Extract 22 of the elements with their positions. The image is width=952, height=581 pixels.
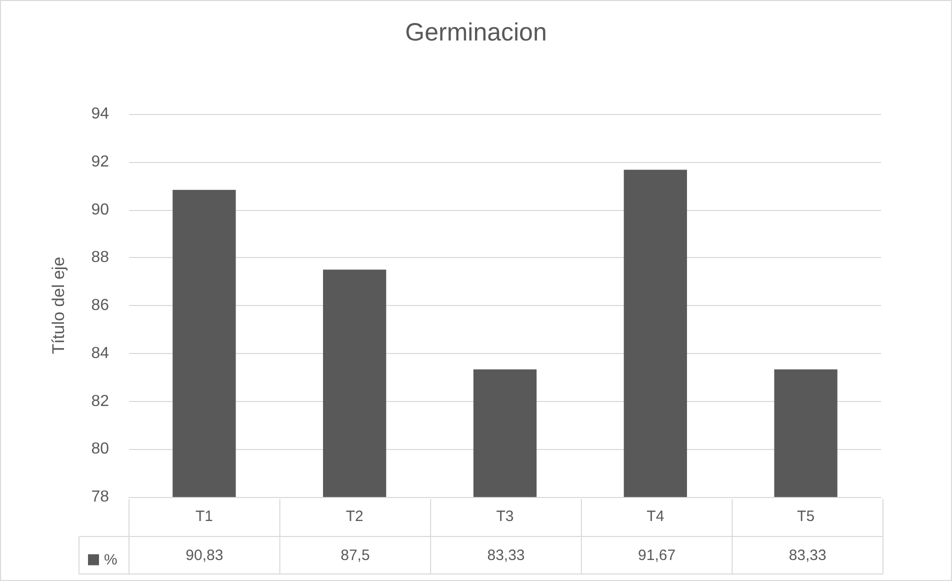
y-tick-label: 80 (91, 440, 110, 458)
data-label: 90,83 (186, 546, 224, 564)
data-label: 87,5 (340, 546, 370, 564)
y-tick-label: 78 (91, 488, 110, 506)
chart-title: Germinacion (405, 18, 547, 46)
x-tick-label: T3 (496, 508, 514, 525)
data-label: 83,33 (487, 546, 525, 564)
legend-label: % (104, 551, 118, 568)
y-axis-title: Título del eje (49, 256, 68, 354)
y-tick-label: 94 (91, 106, 110, 122)
y-tick-label: 86 (91, 297, 110, 314)
y-tick-label: 90 (91, 201, 110, 218)
x-tick-label: T4 (646, 508, 664, 525)
y-tick-label: 84 (91, 344, 110, 362)
x-tick-label: T5 (797, 508, 815, 525)
data-label: 91,67 (638, 546, 676, 564)
y-tick-label: 82 (91, 392, 110, 410)
x-tick-label: T2 (346, 508, 364, 525)
y-tick-label: 92 (91, 153, 110, 170)
y-tick-label: 88 (91, 249, 110, 266)
data-label: 83,33 (788, 546, 826, 564)
x-tick-label: T1 (195, 508, 213, 525)
